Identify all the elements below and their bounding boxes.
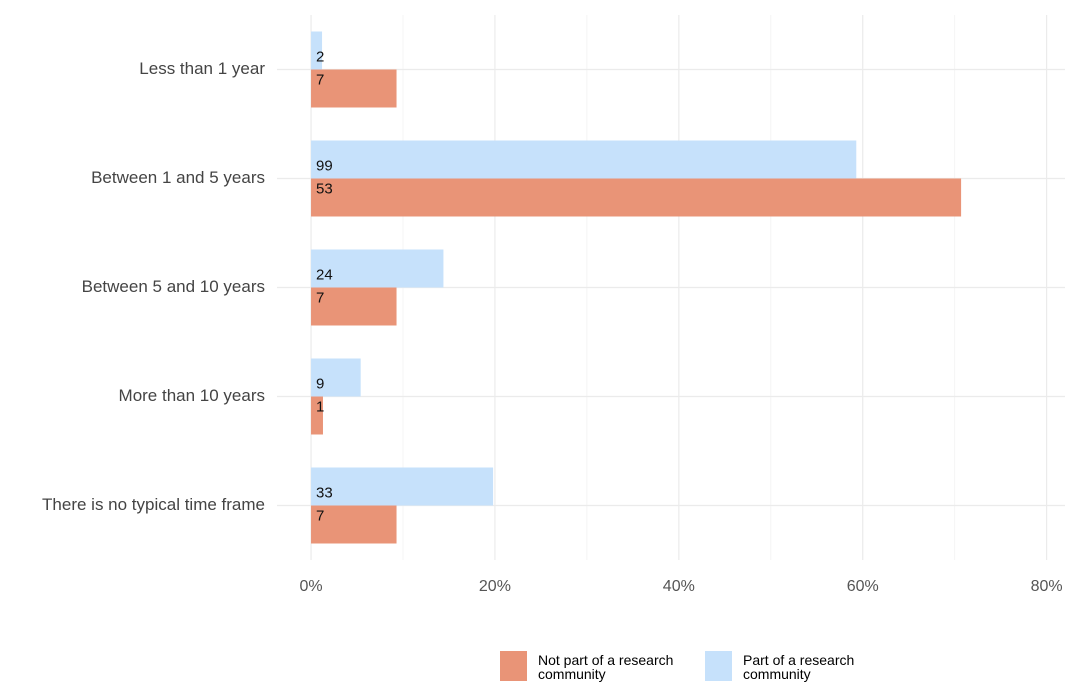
count-label: 53 <box>316 180 333 197</box>
bar <box>311 31 323 70</box>
bar <box>311 467 494 506</box>
count-label: 7 <box>316 507 324 524</box>
bar <box>311 249 444 288</box>
bar <box>311 140 857 179</box>
legend-swatch <box>705 651 732 681</box>
x-tick-label: 60% <box>847 578 879 595</box>
y-tick-label: Less than 1 year <box>139 59 265 78</box>
count-label: 7 <box>316 289 324 306</box>
legend-label: Part of a research community <box>743 652 855 682</box>
bar <box>311 69 397 108</box>
x-tick-label: 0% <box>299 578 322 595</box>
count-label: 24 <box>316 266 333 283</box>
count-label: 1 <box>316 398 324 415</box>
chart: 0% 20% 40% 60% 80% Less than 1 year Between 1 … <box>42 15 1065 595</box>
y-tick-label: Between 5 and 10 years <box>82 277 265 296</box>
count-label: 2 <box>316 48 324 65</box>
y-tick-label: More than 10 years <box>119 386 265 405</box>
count-label: 99 <box>316 157 333 174</box>
x-tick-label: 40% <box>663 578 695 595</box>
legend-label: Not part of a research community <box>538 652 674 682</box>
count-label: 9 <box>316 375 324 392</box>
bar <box>311 358 361 397</box>
bar <box>311 287 397 326</box>
x-tick-label: 80% <box>1031 578 1063 595</box>
legend-swatch <box>500 651 527 681</box>
bar <box>311 178 962 217</box>
x-tick-label: 20% <box>479 578 511 595</box>
y-tick-label: There is no typical time frame <box>42 495 265 514</box>
count-label: 33 <box>316 484 333 501</box>
y-tick-label: Between 1 and 5 years <box>91 168 265 187</box>
count-label: 7 <box>316 71 324 88</box>
bar <box>311 396 323 435</box>
bar <box>311 505 397 544</box>
